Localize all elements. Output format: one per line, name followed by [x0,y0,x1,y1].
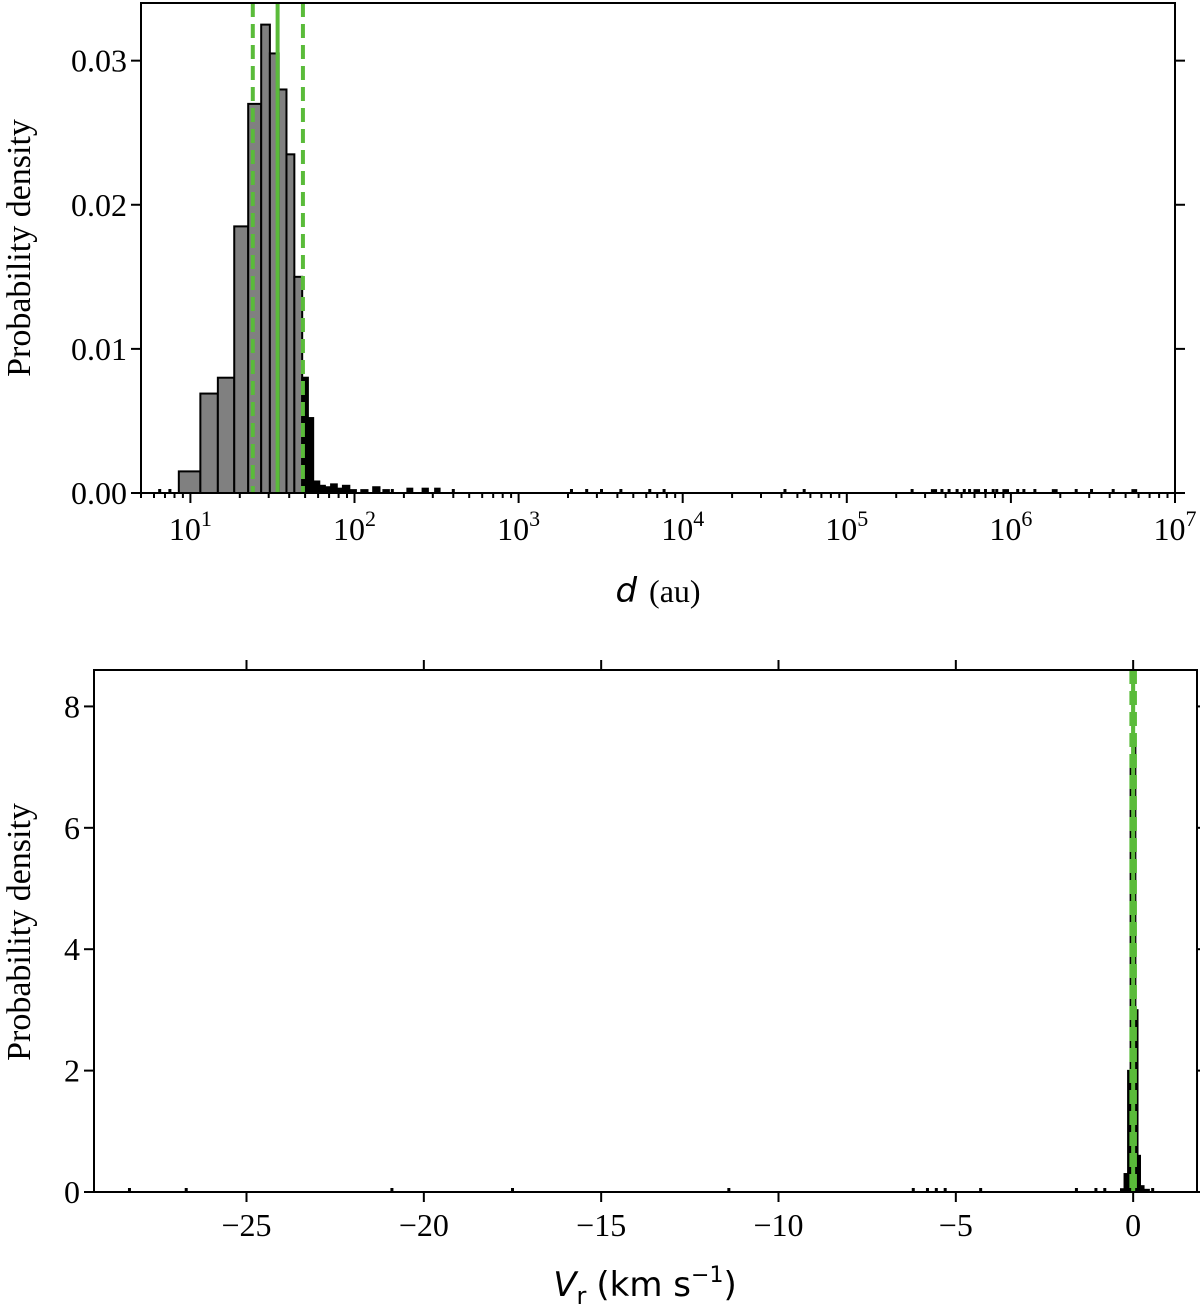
velocity-x-tick-label: −25 [221,1207,271,1243]
distance-sparse-bin [968,489,972,493]
velocity-sparse-bin [943,1188,947,1192]
distance-plot-frame [140,2,1176,494]
distance-x-tick-label: 106 [989,506,1032,547]
velocity-histogram-panel: 0 2 4 6 8 −25 −20 −15 −10 −5 0 Probability densit… [1,660,1200,1308]
velocity-sparse-bin [727,1188,731,1192]
distance-sparse-bin [1016,489,1020,493]
distance-histogram-bars [177,23,1138,495]
velocity-x-tick-label: −5 [939,1207,973,1243]
velocity-y-tick-label: 2 [64,1053,80,1089]
velocity-x-tick-label: −10 [753,1207,803,1243]
distance-sparse-bin [962,489,966,493]
velocity-x-tick-labels: −25 −20 −15 −10 −5 0 [221,1207,1141,1243]
distance-x-tick-labels: 101 102 103 104 105 106 107 [169,506,1197,547]
distance-sparse-bin [619,489,623,493]
distance-sparse-bin [662,489,666,493]
distance-sparse-bin [390,489,394,493]
distance-sparse-bin [1074,489,1078,493]
distance-sparse-bin [569,489,573,493]
distance-sparse-bin [955,489,959,493]
velocity-sparse-bin [511,1188,515,1192]
distance-x-tick-label: 102 [333,506,376,547]
distance-sparse-bin [940,489,944,493]
distance-histogram-bar [199,392,219,495]
velocity-median-lines [1129,670,1137,1192]
distance-histogram-bar [277,88,288,495]
distance-sparse-bins [158,489,1115,493]
velocity-x-tick-label: 0 [1125,1207,1141,1243]
distance-sparse-bin [1090,489,1094,493]
distance-histogram-panel: 0.00 0.01 0.02 0.03 101 102 103 104 105 106 107 P… [1,2,1197,611]
velocity-sparse-bin [925,1188,929,1192]
distance-sparse-bin [947,489,951,493]
velocity-sparse-bin [1103,1188,1107,1192]
distance-sparse-bin [1111,489,1115,493]
distance-x-tick-label: 104 [661,506,704,547]
velocity-y-axis-label: Probability density [1,803,38,1061]
velocity-sparse-bin [184,1188,188,1192]
distance-sparse-bin [1033,489,1037,493]
distance-y-axis-label: Probability density [1,119,38,377]
velocity-sparse-bin [390,1188,394,1192]
distance-histogram-bar [260,23,271,495]
distance-x-axis-label: d (au) [615,571,700,611]
velocity-x-tick-label: −20 [399,1207,449,1243]
velocity-sparse-bin [979,1188,983,1192]
distance-y-tick-label: 0.00 [71,475,127,511]
distance-y-tick-label: 0.02 [71,187,127,223]
velocity-y-tick-labels: 0 2 4 6 8 [64,688,80,1210]
distance-sparse-bin [991,489,995,493]
distance-sparse-bin [783,489,787,493]
distance-sparse-bin [1022,489,1026,493]
distance-sparse-bin [599,489,603,493]
distance-sparse-bin [983,489,987,493]
velocity-y-tick-label: 0 [64,1174,80,1210]
distance-sparse-bin [158,489,162,493]
velocity-y-tick-label: 4 [64,931,80,967]
distance-x-tick-label: 105 [825,506,868,547]
distance-x-tick-label: 103 [497,506,540,547]
velocity-axis-ticks [84,660,1200,1202]
velocity-sparse-bin [127,1188,131,1192]
distance-sparse-bin [910,489,914,493]
distance-sparse-bin [585,489,589,493]
velocity-plot-frame [93,669,1198,1193]
distance-sparse-bin [168,489,172,493]
distance-histogram-bar [233,225,250,494]
velocity-sparse-bin [911,1188,915,1192]
distance-histogram-bar [216,376,236,494]
velocity-x-tick-label: −15 [576,1207,626,1243]
velocity-x-axis-label: Vr (km s−1) [553,1263,736,1308]
velocity-sparse-bin [1074,1188,1078,1192]
distance-histogram-bar [285,153,296,495]
velocity-sparse-bins [127,1188,1155,1192]
distance-x-tick-label: 107 [1154,506,1197,547]
distance-y-tick-labels: 0.00 0.01 0.02 0.03 [71,43,127,511]
velocity-sparse-bin [1094,1188,1098,1192]
velocity-sparse-bin [1151,1188,1155,1192]
distance-sparse-bin [995,489,999,493]
distance-sparse-bin [802,489,806,493]
distance-histogram-bar [177,470,202,495]
distance-y-tick-label: 0.01 [71,331,127,367]
distance-sparse-bin [451,489,455,493]
distance-sparse-bin [648,489,652,493]
velocity-sparse-bin [934,1188,938,1192]
velocity-y-tick-label: 6 [64,810,80,846]
velocity-y-tick-label: 8 [64,688,80,724]
distance-median-lines [250,3,305,493]
distance-x-tick-label: 101 [169,506,212,547]
distance-y-tick-label: 0.03 [71,43,127,79]
